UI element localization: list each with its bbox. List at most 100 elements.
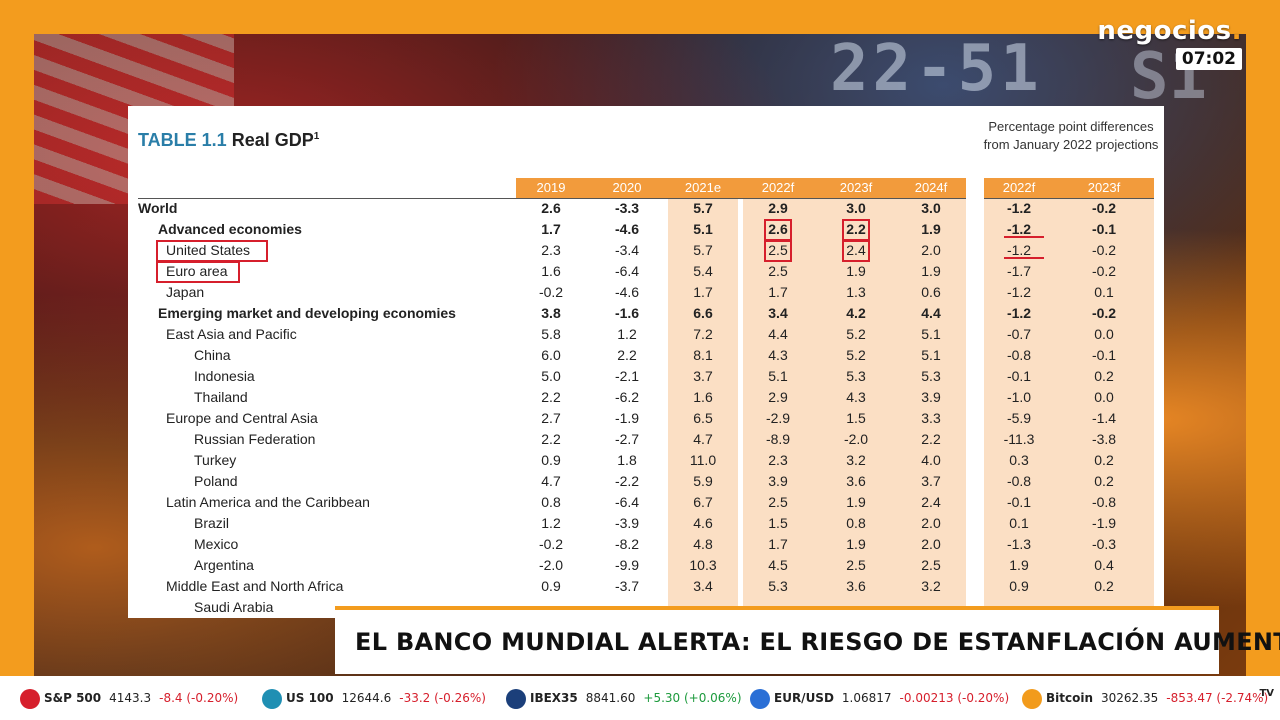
table-cell: -6.4 xyxy=(614,494,640,510)
table-cell: 4.3 xyxy=(768,347,788,363)
table-cell: 5.1 xyxy=(921,326,941,342)
table-cell: 2.2 xyxy=(541,389,561,405)
column-header: 2023f xyxy=(839,180,873,195)
diff-header-bar xyxy=(984,178,1154,198)
table-cell: -2.9 xyxy=(765,410,791,426)
ticker-name: EUR/USD xyxy=(774,691,834,705)
column-header: 2021e xyxy=(684,180,722,195)
table-row: Latin America and the Caribbean 0.8 -6.4 6.… xyxy=(128,492,1164,513)
table-cell: 3.9 xyxy=(768,473,788,489)
ticker-price: 30262.35 xyxy=(1101,691,1159,705)
table-row: China 6.0 2.2 8.1 4.3 5.2 5.1 -0.8 -0.1 xyxy=(128,345,1164,366)
diff-cell: 0.2 xyxy=(1094,578,1114,594)
ticker-item[interactable]: US 100 12644.6 -33.2 (-0.26%) xyxy=(262,686,486,710)
table-cell: 6.7 xyxy=(693,494,713,510)
ticker-price: 1.06817 xyxy=(841,691,892,705)
table-cell: 5.4 xyxy=(693,263,713,279)
row-label: Russian Federation xyxy=(194,431,316,447)
table-row: Poland 4.7 -2.2 5.9 3.9 3.6 3.7 -0.8 0.2 xyxy=(128,471,1164,492)
diff-cell: -11.3 xyxy=(1003,431,1035,447)
ticker-change: -0.00213 (-0.20%) xyxy=(899,691,1010,705)
table-cell: 2.2 xyxy=(617,347,637,363)
table-row: Indonesia 5.0 -2.1 3.7 5.1 5.3 5.3 -0.1 0.2 xyxy=(128,366,1164,387)
table-cell: 0.8 xyxy=(846,515,866,531)
underline-adv-diff xyxy=(1004,236,1044,238)
table-cell: 5.8 xyxy=(541,326,561,342)
table-cell: 4.4 xyxy=(921,305,941,321)
ticker-item[interactable]: EUR/USD 1.06817 -0.00213 (-0.20%) xyxy=(750,686,1009,710)
diff-cell: -1.2 xyxy=(1006,305,1032,321)
table-cell: 3.8 xyxy=(541,305,561,321)
table-row: Emerging market and developing economies… xyxy=(128,303,1164,324)
ticker-item[interactable]: IBEX35 8841.60 +5.30 (+0.06%) xyxy=(506,686,742,710)
table-row: Brazil 1.2 -3.9 4.6 1.5 0.8 2.0 0.1 -1.9 xyxy=(128,513,1164,534)
ticker-change: -853.47 (-2.74%) xyxy=(1166,691,1269,705)
diff-cell: -0.1 xyxy=(1006,368,1032,384)
table-cell: 7.2 xyxy=(693,326,713,342)
table-cell: 5.0 xyxy=(541,368,561,384)
table-cell: -3.4 xyxy=(614,242,640,258)
table-row: Saudi Arabia xyxy=(128,597,1164,618)
table-number: TABLE 1.1 xyxy=(138,130,227,150)
table-cell: 2.4 xyxy=(921,494,941,510)
header-bar xyxy=(516,178,966,198)
diff-column-header: 2022f xyxy=(1002,180,1036,195)
table-cell: 3.4 xyxy=(693,578,713,594)
ticker-change: -33.2 (-0.26%) xyxy=(399,691,486,705)
table-cell: 6.0 xyxy=(541,347,561,363)
table-cell: -1.9 xyxy=(614,410,640,426)
table-cell: 1.9 xyxy=(846,494,866,510)
row-label: Japan xyxy=(166,284,205,300)
diff-cell: -1.3 xyxy=(1006,536,1032,552)
table-cell: -4.6 xyxy=(614,221,640,237)
table-cell: 1.7 xyxy=(768,536,788,552)
table-cell: 4.2 xyxy=(846,305,866,321)
row-label: China xyxy=(194,347,231,363)
table-row: Mexico -0.2 -8.2 4.8 1.7 1.9 2.0 -1.3 -0.3 xyxy=(128,534,1164,555)
table-cell: 2.0 xyxy=(921,536,941,552)
table-cell: 1.7 xyxy=(768,284,788,300)
row-label: United States xyxy=(166,242,251,258)
table-cell: -3.9 xyxy=(614,515,640,531)
table-row: World 2.6 -3.3 5.7 2.9 3.0 3.0 -1.2 -0.2 xyxy=(128,198,1164,219)
row-label: East Asia and Pacific xyxy=(166,326,297,342)
table-cell: 2.9 xyxy=(768,200,788,216)
row-label: Europe and Central Asia xyxy=(166,410,318,426)
table-title: TABLE 1.1 Real GDP1 xyxy=(138,130,319,151)
diff-cell: -0.8 xyxy=(1006,347,1032,363)
table-cell: 4.5 xyxy=(768,557,788,573)
table-cell: 1.5 xyxy=(846,410,866,426)
diff-cell: -0.2 xyxy=(1091,242,1117,258)
table-cell: 3.7 xyxy=(921,473,941,489)
table-cell: 3.2 xyxy=(846,452,866,468)
table-cell: 5.3 xyxy=(768,578,788,594)
row-label: Emerging market and developing economies xyxy=(158,305,456,321)
table-cell: 5.2 xyxy=(846,347,866,363)
table-cell: 10.3 xyxy=(689,557,717,573)
table-cell: -2.0 xyxy=(538,557,564,573)
diff-cell: -3.8 xyxy=(1091,431,1117,447)
diff-cell: -0.1 xyxy=(1091,347,1117,363)
table-row: Advanced economies 1.7 -4.6 5.1 2.6 2.2 1.9 -1.… xyxy=(128,219,1164,240)
table-row: United States 2.3 -3.4 5.7 2.5 2.4 2.0 -1.2 -0.2 xyxy=(128,240,1164,261)
diff-cell: -0.3 xyxy=(1091,536,1117,552)
ticker-item[interactable]: S&P 500 4143.3 -8.4 (-0.20%) xyxy=(20,686,238,710)
table-cell: 2.4 xyxy=(846,242,866,258)
table-title-text: Real GDP xyxy=(231,130,314,150)
table-cell: 11.0 xyxy=(689,452,717,468)
gdp-table-document: TABLE 1.1 Real GDP1 Percentage point dif… xyxy=(128,106,1164,618)
diff-header-rule xyxy=(984,198,1154,199)
underline-us-diff xyxy=(1004,257,1044,259)
table-cell: 1.9 xyxy=(921,263,941,279)
table-row: Middle East and North Africa 0.9 -3.7 3.4 5.… xyxy=(128,576,1164,597)
table-row: Europe and Central Asia 2.7 -1.9 6.5 -2.9 1.5… xyxy=(128,408,1164,429)
column-header: 2024f xyxy=(914,180,948,195)
table-cell: 4.8 xyxy=(693,536,713,552)
table-cell: -9.9 xyxy=(614,557,640,573)
row-label: Saudi Arabia xyxy=(194,599,274,615)
diff-cell: -1.4 xyxy=(1091,410,1117,426)
table-cell: 4.7 xyxy=(693,431,713,447)
clock: 07:02 xyxy=(1175,48,1242,70)
ticker-item[interactable]: Bitcoin 30262.35 -853.47 (-2.74%) xyxy=(1022,686,1268,710)
diff-column-header: 2023f xyxy=(1087,180,1121,195)
